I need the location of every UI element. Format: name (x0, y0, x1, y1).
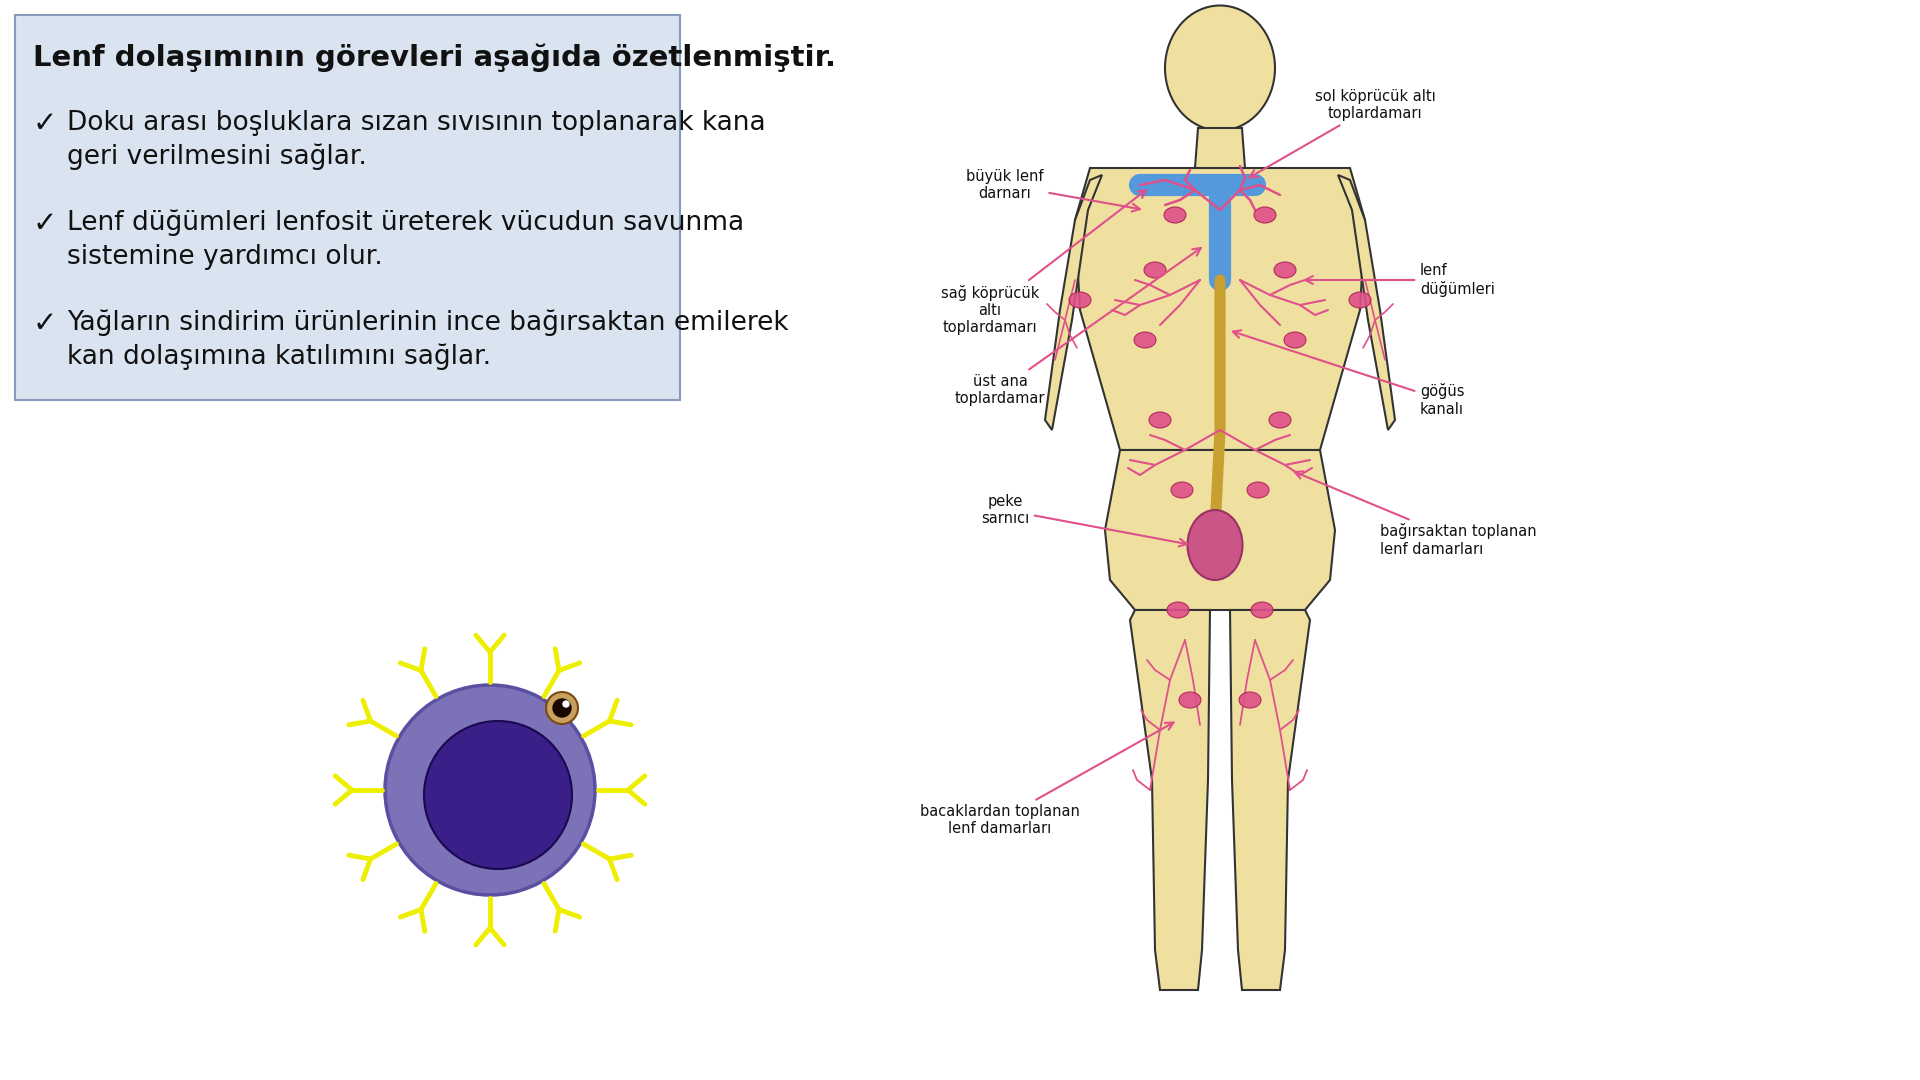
Ellipse shape (1165, 5, 1275, 131)
Ellipse shape (1167, 602, 1188, 618)
Ellipse shape (1144, 262, 1165, 278)
Ellipse shape (1269, 411, 1290, 428)
Ellipse shape (1171, 482, 1192, 498)
Text: göğüs
kanalı: göğüs kanalı (1233, 330, 1465, 417)
FancyBboxPatch shape (15, 15, 680, 400)
Ellipse shape (1187, 510, 1242, 580)
Text: Yağların sindirim ürünlerinin ince bağırsaktan emilerek: Yağların sindirim ürünlerinin ince bağır… (67, 310, 789, 337)
Circle shape (545, 692, 578, 724)
Ellipse shape (1135, 332, 1156, 348)
Text: üst ana
toplardamar: üst ana toplardamar (954, 248, 1200, 406)
Polygon shape (1075, 168, 1365, 450)
Text: sol köprücük altı
toplardamarı: sol köprücük altı toplardamarı (1250, 89, 1436, 177)
Circle shape (563, 701, 568, 707)
Ellipse shape (1246, 482, 1269, 498)
Ellipse shape (1069, 292, 1091, 308)
Text: bacaklardan toplanan
lenf damarları: bacaklardan toplanan lenf damarları (920, 723, 1173, 836)
Ellipse shape (1284, 332, 1306, 348)
Ellipse shape (1164, 207, 1187, 222)
Ellipse shape (1254, 207, 1277, 222)
Polygon shape (1194, 129, 1244, 168)
Text: ✓: ✓ (33, 310, 58, 338)
Polygon shape (1131, 610, 1210, 990)
Circle shape (424, 721, 572, 869)
Text: sağ köprücük
altı
toplardamarı: sağ köprücük altı toplardamarı (941, 190, 1146, 336)
Polygon shape (1044, 175, 1102, 430)
Text: kan dolaşımına katılımını sağlar.: kan dolaşımına katılımını sağlar. (67, 345, 492, 370)
Text: peke
sarnıcı: peke sarnıcı (981, 494, 1187, 546)
Ellipse shape (1350, 292, 1371, 308)
Ellipse shape (1275, 262, 1296, 278)
Text: lenf
düğümleri: lenf düğümleri (1306, 264, 1496, 297)
Text: ✓: ✓ (33, 110, 58, 138)
Ellipse shape (1148, 411, 1171, 428)
Polygon shape (1231, 610, 1309, 990)
Text: Lenf düğümleri lenfosit üreterek vücudun savunma: Lenf düğümleri lenfosit üreterek vücudun… (67, 210, 745, 237)
Circle shape (553, 699, 570, 717)
Circle shape (386, 685, 595, 895)
Ellipse shape (1252, 602, 1273, 618)
Ellipse shape (1179, 692, 1202, 708)
Ellipse shape (1238, 692, 1261, 708)
Text: Doku arası boşluklara sızan sıvısının toplanarak kana: Doku arası boşluklara sızan sıvısının to… (67, 110, 766, 136)
Polygon shape (1338, 175, 1396, 430)
Polygon shape (1106, 450, 1334, 610)
Text: sistemine yardımcı olur.: sistemine yardımcı olur. (67, 244, 382, 270)
Text: Lenf dolaşımının görevleri aşağıda özetlenmiştir.: Lenf dolaşımının görevleri aşağıda özetl… (33, 43, 835, 71)
Text: ✓: ✓ (33, 210, 58, 238)
Text: bağırsaktan toplanan
lenf damarları: bağırsaktan toplanan lenf damarları (1294, 471, 1536, 556)
Text: büyük lenf
darnarı: büyük lenf darnarı (966, 168, 1140, 212)
Text: geri verilmesini sağlar.: geri verilmesini sağlar. (67, 144, 367, 171)
